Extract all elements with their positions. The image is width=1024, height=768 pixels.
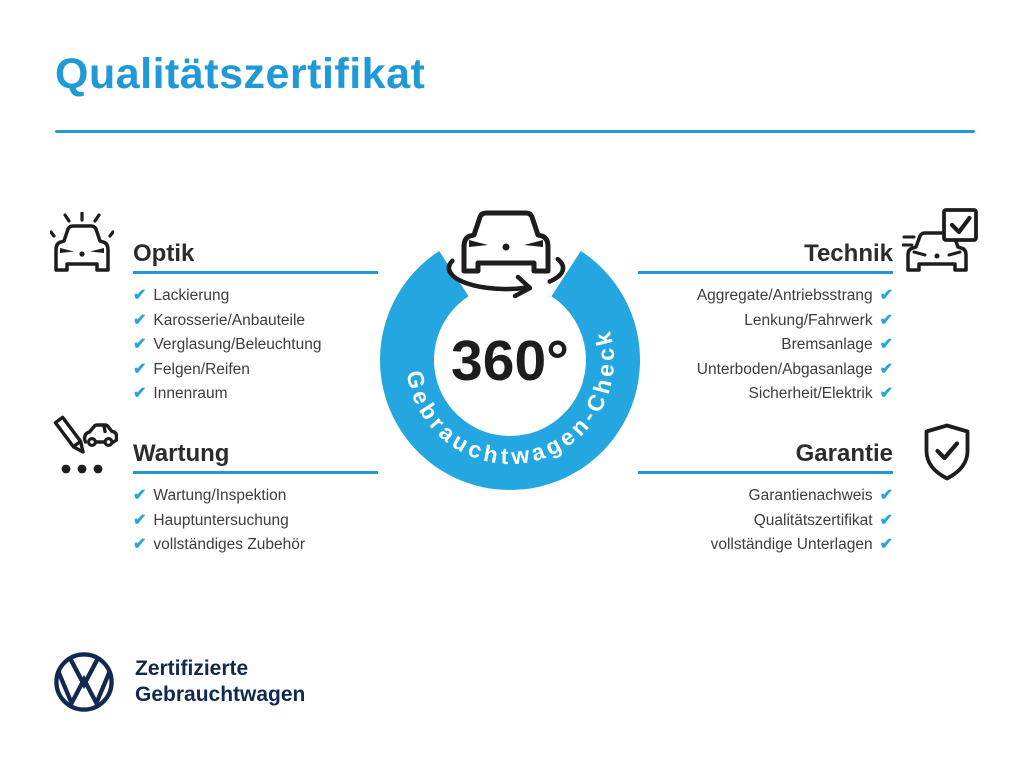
footer-brand: Zertifizierte Gebrauchtwagen bbox=[53, 651, 305, 713]
check-icon: ✔ bbox=[133, 311, 147, 329]
check-icon: ✔ bbox=[133, 511, 147, 529]
checklist-item: ✔ Felgen/Reifen bbox=[133, 358, 378, 383]
blue-ring bbox=[379, 251, 640, 491]
check-icon: ✔ bbox=[879, 360, 893, 378]
checklist-item: ✔ vollständiges Zubehör bbox=[133, 533, 378, 558]
checklist-item: Garantienachweis ✔ bbox=[638, 484, 893, 509]
check-icon: ✔ bbox=[133, 336, 147, 354]
degree-label: 360° bbox=[451, 329, 569, 393]
vw-logo bbox=[54, 652, 114, 712]
section-heading-wartung: Wartung bbox=[133, 440, 378, 474]
check-icon: ✔ bbox=[879, 311, 893, 329]
item-label: Aggregate/Antriebsstrang bbox=[696, 287, 873, 305]
item-label: Bremsanlage bbox=[781, 336, 873, 354]
item-label: Wartung/Inspektion bbox=[153, 487, 287, 505]
checklist-item: ✔ Innenraum bbox=[133, 382, 378, 407]
item-label: Karosserie/Anbauteile bbox=[153, 311, 306, 329]
item-label: Innenraum bbox=[153, 385, 228, 403]
pencil-car-icon bbox=[53, 415, 118, 474]
check-icon: ✔ bbox=[879, 336, 893, 354]
section-heading-technik: Technik bbox=[638, 240, 893, 274]
360-check-badge: Gebrauchtwagen-Check 360° bbox=[368, 190, 658, 502]
check-icon: ✔ bbox=[133, 487, 147, 505]
item-label: Lenkung/Fahrwerk bbox=[744, 311, 873, 329]
checklist-item: ✔ Lackierung bbox=[133, 284, 378, 309]
item-label: Unterboden/Abgasanlage bbox=[696, 360, 873, 378]
item-label: vollständige Unterlagen bbox=[710, 536, 873, 554]
title-divider bbox=[55, 130, 975, 133]
item-label: Felgen/Reifen bbox=[153, 360, 250, 378]
checklist-item: ✔ Verglasung/Beleuchtung bbox=[133, 333, 378, 358]
page-title: Qualitätszertifikat bbox=[55, 50, 426, 98]
checklist-item: ✔ Hauptuntersuchung bbox=[133, 509, 378, 534]
section-heading-optik: Optik bbox=[133, 240, 378, 274]
section-heading-garantie: Garantie bbox=[638, 440, 893, 474]
checklist-item: Lenkung/Fahrwerk ✔ bbox=[638, 309, 893, 334]
checklist-item: Sicherheit/Elektrik ✔ bbox=[638, 382, 893, 407]
item-label: Qualitätszertifikat bbox=[753, 511, 873, 529]
checklist-item: ✔ Wartung/Inspektion bbox=[133, 484, 378, 509]
checklist-wartung: ✔ Wartung/Inspektion ✔ Hauptuntersuchung ✔… bbox=[133, 484, 378, 558]
shield-check-icon bbox=[924, 423, 970, 481]
item-label: Sicherheit/Elektrik bbox=[748, 385, 873, 403]
check-icon: ✔ bbox=[133, 287, 147, 305]
check-icon: ✔ bbox=[133, 360, 147, 378]
check-icon: ✔ bbox=[133, 536, 147, 554]
checklist-item: Bremsanlage ✔ bbox=[638, 333, 893, 358]
car-shine-icon bbox=[50, 212, 114, 272]
check-icon: ✔ bbox=[879, 287, 893, 305]
item-label: Lackierung bbox=[153, 287, 230, 305]
check-icon: ✔ bbox=[879, 487, 893, 505]
checklist-item: Qualitätszertifikat ✔ bbox=[638, 509, 893, 534]
checklist-item: ✔ Karosserie/Anbauteile bbox=[133, 309, 378, 334]
check-icon: ✔ bbox=[133, 385, 147, 403]
checklist-garantie: Garantienachweis ✔ Qualitätszertifikat ✔ v… bbox=[638, 484, 893, 558]
checklist-item: Unterboden/Abgasanlage ✔ bbox=[638, 358, 893, 383]
brand-line-1: Zertifizierte bbox=[135, 657, 249, 680]
checklist-item: Aggregate/Antriebsstrang ✔ bbox=[638, 284, 893, 309]
checklist-item: vollständige Unterlagen ✔ bbox=[638, 533, 893, 558]
checklist-technik: Aggregate/Antriebsstrang ✔ Lenkung/Fahrwe… bbox=[638, 284, 893, 407]
car-360-rotation-icon bbox=[446, 210, 566, 299]
item-label: vollständiges Zubehör bbox=[153, 536, 306, 554]
check-icon: ✔ bbox=[879, 536, 893, 554]
360-badge-graphic: Gebrauchtwagen-Check 360° bbox=[379, 210, 640, 491]
checklist-optik: ✔ Lackierung ✔ Karosserie/Anbauteile ✔ Verg… bbox=[133, 284, 378, 407]
brand-text: Zertifizierte Gebrauchtwagen bbox=[135, 656, 305, 708]
check-icon: ✔ bbox=[879, 385, 893, 403]
item-label: Verglasung/Beleuchtung bbox=[153, 336, 322, 354]
check-icon: ✔ bbox=[879, 511, 893, 529]
car-checkbox-icon bbox=[902, 208, 978, 272]
brand-line-2: Gebrauchtwagen bbox=[135, 683, 306, 706]
item-label: Garantienachweis bbox=[748, 487, 873, 505]
item-label: Hauptuntersuchung bbox=[153, 511, 289, 529]
